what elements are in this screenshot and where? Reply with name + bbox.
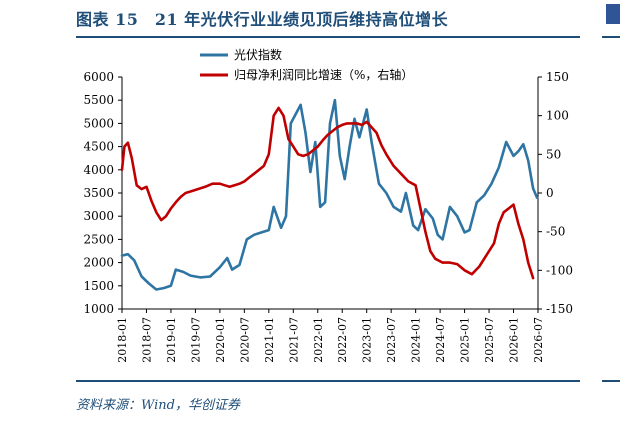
y-tick-label-right: -50 [546, 225, 565, 239]
y-tick-label-left: 6000 [83, 70, 114, 84]
x-tick-label: 2022-07 [336, 317, 349, 363]
x-tick-label: 2020-01 [214, 317, 227, 363]
y-tick-label-left: 2500 [83, 232, 114, 246]
x-tick-label: 2024-07 [434, 317, 447, 363]
y-tick-label-left: 4000 [83, 163, 114, 177]
legend-label-growth: 归母净利润同比增速（%，右轴） [234, 67, 413, 82]
y-tick-label-right: 0 [546, 186, 554, 200]
y-tick-label-left: 4500 [83, 140, 114, 154]
x-tick-label: 2026-07 [532, 317, 545, 363]
bottom-rule [76, 380, 580, 382]
x-tick-label: 2026-01 [508, 317, 521, 363]
chart-lines [120, 98, 539, 291]
y-tick-label-left: 1000 [83, 302, 114, 316]
x-tick-label: 2019-07 [189, 317, 202, 363]
adjacent-bottom-rule [602, 380, 620, 382]
x-tick-label: 2023-07 [385, 317, 398, 363]
series-line-growth [120, 106, 535, 280]
x-tick-label: 2024-01 [410, 317, 423, 363]
y-tick-label-right: 100 [546, 109, 569, 123]
x-tick-label: 2021-01 [263, 317, 276, 363]
y-tick-label-right: -150 [546, 302, 573, 316]
y-tick-label-right: 150 [546, 70, 569, 84]
y-tick-label-left: 3000 [83, 209, 114, 223]
x-tick-label: 2020-07 [238, 317, 251, 363]
x-tick-label: 2022-01 [312, 317, 325, 363]
x-tick-label: 2023-01 [361, 317, 374, 363]
y-tick-label-left: 1500 [83, 279, 114, 293]
y-tick-label-right: 50 [546, 147, 561, 161]
x-tick-label: 2021-07 [287, 317, 300, 363]
y-tick-label-left: 2000 [83, 256, 114, 270]
x-tick-label: 2019-01 [165, 317, 178, 363]
x-tick-label: 2025-07 [483, 317, 496, 363]
adjacent-title-rule [602, 36, 620, 38]
adjacent-figure-edge [606, 4, 620, 24]
figure-title: 图表 15 21 年光伏行业业绩见顶后维持高位增长 [76, 10, 449, 29]
x-tick-label: 2018-01 [116, 317, 129, 363]
y-tick-label-left: 3500 [83, 186, 114, 200]
y-tick-label-left: 5000 [83, 116, 114, 130]
chart-axes: 1000150020002500300035004000450050005500… [83, 70, 573, 363]
legend-label-index: 光伏指数 [234, 47, 282, 62]
source-note: 资料来源：Wind，华创证券 [76, 398, 240, 413]
x-tick-label: 2025-01 [459, 317, 472, 363]
series-line-index [120, 98, 539, 291]
y-tick-label-left: 5500 [83, 93, 114, 107]
y-tick-label-right: -100 [546, 263, 573, 277]
x-tick-label: 2018-07 [140, 317, 153, 363]
title-rule [76, 36, 580, 38]
